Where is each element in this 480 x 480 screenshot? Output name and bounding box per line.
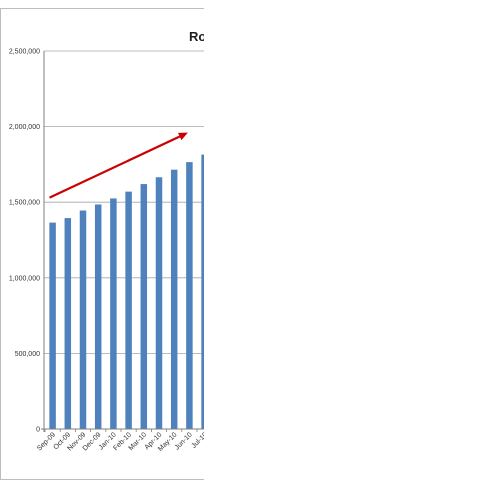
y-tick-label: 2,000,000 (9, 124, 40, 131)
bars (49, 154, 204, 429)
bar-Jul-10 (201, 154, 204, 429)
chart-title: Rol (189, 29, 204, 44)
bar-Feb-10 (125, 191, 132, 429)
bar-Jan-10 (110, 198, 117, 429)
bar-Mar-10 (140, 184, 148, 429)
trend-arrow (49, 132, 188, 199)
bar-chart: 0 500,000 1,000,000 1,500,000 2,000,000 2,500… (9, 49, 204, 453)
axes (41, 51, 204, 432)
y-tick-label: 500,000 (15, 351, 40, 358)
bar-Jun-10 (186, 162, 193, 429)
bar-Apr-10 (155, 177, 163, 429)
trend-arrow-shaft (49, 135, 181, 199)
bar-Oct-09 (64, 218, 72, 429)
bar-Sep-09 (49, 222, 56, 429)
y-tick-label: 0 (36, 427, 40, 434)
y-tick-label: 1,500,000 (9, 200, 40, 207)
chart-frame: 0 500,000 1,000,000 1,500,000 2,000,000 2,500… (0, 8, 204, 480)
x-tick-label: Jun-10 (174, 431, 194, 451)
y-axis-tick-labels: 0 500,000 1,000,000 1,500,000 2,000,000 2,500… (9, 49, 40, 434)
bar-Nov-09 (79, 210, 87, 429)
y-tick-label: 1,000,000 (9, 275, 40, 282)
x-tick-label: Jul-10 (191, 431, 204, 450)
bar-May-10 (170, 169, 178, 429)
trend-arrow-head (178, 132, 188, 141)
x-axis-tick-labels: Sep-09Oct-09Nov-09Dec-09Jan-10Feb-10Mar-… (36, 431, 204, 453)
y-tick-label: 2,500,000 (9, 49, 40, 56)
bar-Dec-09 (94, 204, 102, 429)
